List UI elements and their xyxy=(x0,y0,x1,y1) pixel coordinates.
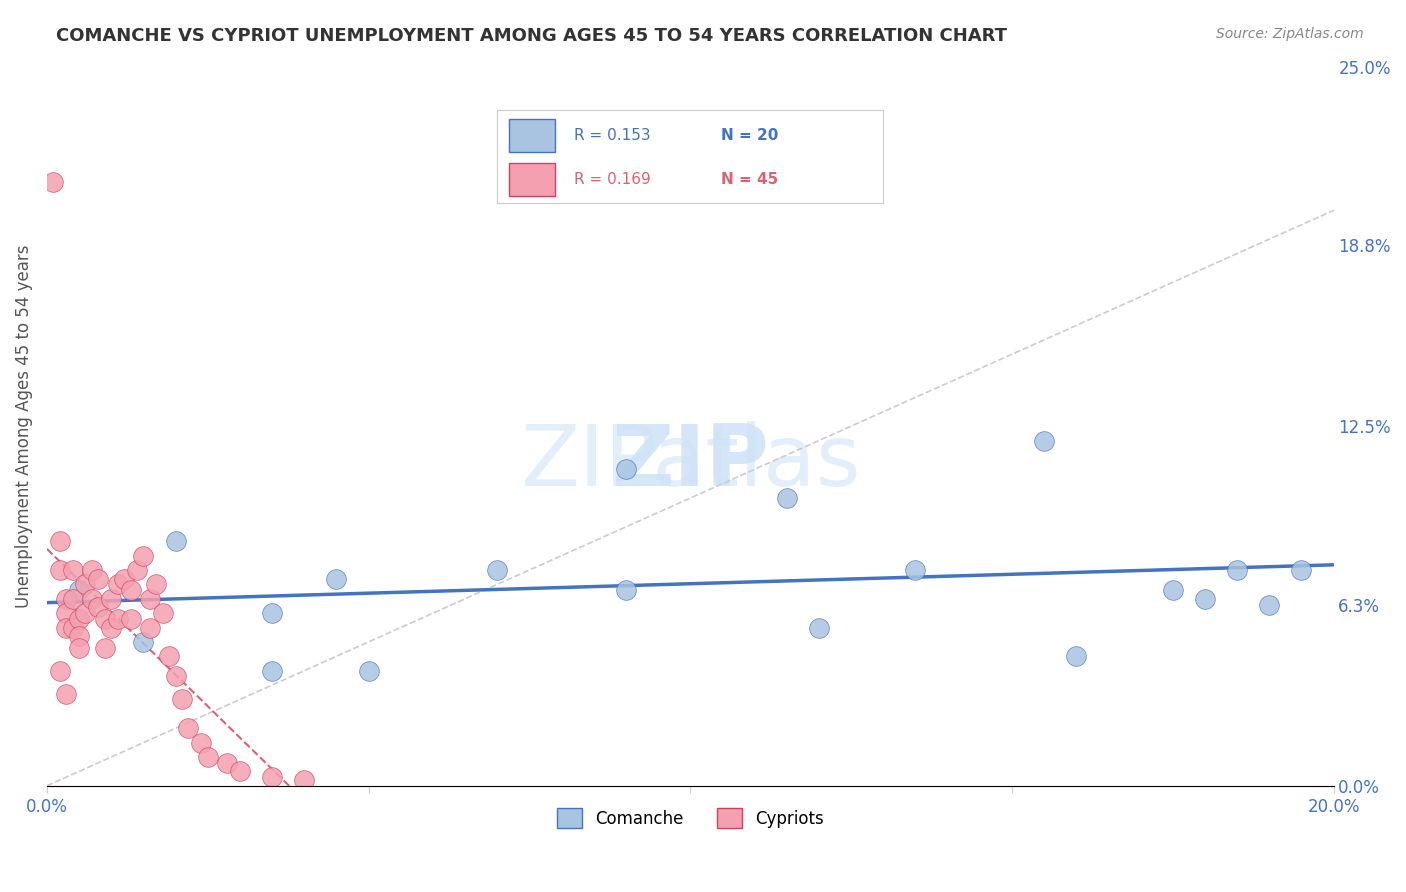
Point xyxy=(229,764,252,779)
Point xyxy=(807,621,830,635)
Point xyxy=(67,583,90,598)
Point xyxy=(80,563,103,577)
Point xyxy=(62,621,84,635)
Point xyxy=(42,175,65,189)
Point xyxy=(75,606,97,620)
Point xyxy=(87,572,110,586)
Y-axis label: Unemployment Among Ages 45 to 54 years: Unemployment Among Ages 45 to 54 years xyxy=(15,244,32,608)
Text: ZIPatlas: ZIPatlas xyxy=(520,421,860,504)
Point xyxy=(260,606,283,620)
Point xyxy=(197,750,219,764)
Point xyxy=(145,577,167,591)
Point xyxy=(67,612,90,626)
Point xyxy=(1226,563,1249,577)
Point xyxy=(94,640,117,655)
Point xyxy=(75,577,97,591)
Point xyxy=(49,534,72,549)
Point xyxy=(139,591,162,606)
Point xyxy=(125,563,148,577)
Point xyxy=(55,621,77,635)
Point xyxy=(157,649,180,664)
Text: COMANCHE VS CYPRIOT UNEMPLOYMENT AMONG AGES 45 TO 54 YEARS CORRELATION CHART: COMANCHE VS CYPRIOT UNEMPLOYMENT AMONG A… xyxy=(56,27,1007,45)
Point xyxy=(165,534,187,549)
Point xyxy=(112,572,135,586)
Text: ZIP: ZIP xyxy=(612,421,769,504)
Point xyxy=(292,772,315,787)
Point xyxy=(904,563,927,577)
Point xyxy=(486,563,509,577)
Point xyxy=(1258,598,1281,612)
Point xyxy=(80,591,103,606)
Point xyxy=(260,664,283,678)
Point xyxy=(107,612,129,626)
Point xyxy=(170,692,193,706)
Point xyxy=(1033,434,1056,448)
Point xyxy=(62,591,84,606)
Point xyxy=(177,721,200,735)
Point xyxy=(776,491,799,505)
Point xyxy=(67,629,90,643)
Point xyxy=(152,606,174,620)
Point xyxy=(49,664,72,678)
Point xyxy=(357,664,380,678)
Point xyxy=(62,563,84,577)
Point xyxy=(87,600,110,615)
Legend: Comanche, Cypriots: Comanche, Cypriots xyxy=(550,801,831,835)
Point xyxy=(100,591,122,606)
Point xyxy=(215,756,238,770)
Point xyxy=(94,612,117,626)
Point xyxy=(55,591,77,606)
Point xyxy=(120,612,142,626)
Point xyxy=(139,621,162,635)
Point xyxy=(1064,649,1087,664)
Point xyxy=(260,770,283,784)
Point xyxy=(100,621,122,635)
Point xyxy=(132,549,155,563)
Point xyxy=(190,736,212,750)
Point xyxy=(1291,563,1313,577)
Point xyxy=(67,640,90,655)
Point xyxy=(614,462,637,476)
Point xyxy=(132,635,155,649)
Text: Source: ZipAtlas.com: Source: ZipAtlas.com xyxy=(1216,27,1364,41)
Point xyxy=(1194,591,1216,606)
Point xyxy=(614,583,637,598)
Point xyxy=(120,583,142,598)
Point xyxy=(1161,583,1184,598)
Point xyxy=(107,577,129,591)
Point xyxy=(325,572,347,586)
Point xyxy=(49,563,72,577)
Point xyxy=(55,687,77,701)
Point xyxy=(165,669,187,683)
Point xyxy=(55,606,77,620)
